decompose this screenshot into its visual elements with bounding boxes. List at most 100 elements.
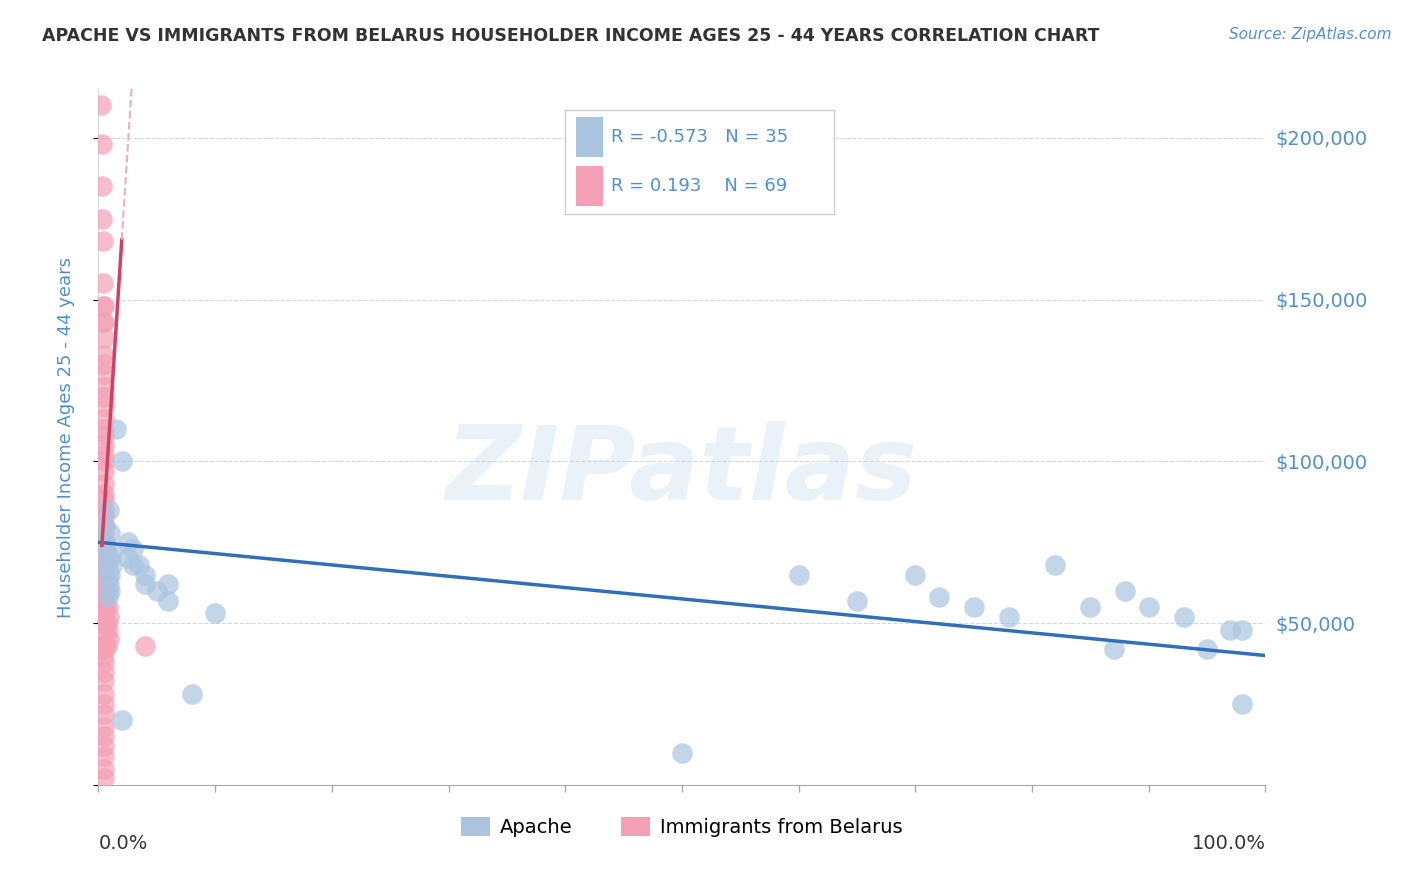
Point: [93, 616, 115, 631]
Point: [91, 648, 114, 663]
Point: [93, 464, 115, 478]
Point: [90, 211, 112, 226]
Point: [93, 567, 115, 582]
Point: [97, 609, 120, 624]
Point: [94, 519, 117, 533]
Point: [97, 599, 120, 614]
Point: [93, 739, 115, 753]
Point: [93, 551, 115, 566]
Point: [93, 525, 115, 540]
Point: [93, 748, 115, 763]
Point: [93, 367, 115, 381]
Point: [96, 616, 118, 631]
Point: [93, 639, 115, 653]
Point: [93, 380, 115, 394]
Point: [180, 687, 202, 701]
Point: [117, 551, 139, 566]
Point: [91, 299, 114, 313]
Point: [97, 567, 120, 582]
Point: [104, 422, 127, 436]
Point: [93, 706, 115, 721]
Point: [97, 503, 120, 517]
Point: [93, 762, 115, 776]
Point: [962, 599, 984, 614]
Point: [93, 574, 115, 588]
Point: [91, 315, 114, 329]
Text: ZIPatlas: ZIPatlas: [446, 421, 918, 523]
Point: [93, 400, 115, 414]
Point: [93, 558, 115, 572]
Text: Source: ZipAtlas.com: Source: ZipAtlas.com: [1229, 27, 1392, 42]
Point: [94, 535, 117, 549]
Point: [93, 609, 115, 624]
Y-axis label: Householder Income Ages 25 - 44 years: Householder Income Ages 25 - 44 years: [56, 257, 75, 617]
Point: [93, 357, 115, 371]
Point: [93, 599, 115, 614]
Point: [111, 454, 134, 468]
Point: [101, 545, 124, 559]
Point: [93, 535, 115, 549]
Point: [671, 746, 693, 760]
Point: [93, 493, 115, 508]
Point: [93, 535, 115, 549]
Point: [1080, 599, 1102, 614]
Point: [117, 535, 139, 549]
Point: [1114, 583, 1136, 598]
Point: [122, 558, 145, 572]
Point: [157, 593, 180, 607]
Point: [1102, 642, 1125, 657]
Point: [94, 639, 117, 653]
Point: [96, 639, 118, 653]
Point: [97, 577, 120, 591]
Point: [93, 772, 115, 786]
Point: [96, 558, 118, 572]
Point: [1045, 558, 1067, 572]
Point: [93, 730, 115, 744]
Point: [157, 577, 180, 591]
Point: [93, 509, 115, 524]
Point: [93, 428, 115, 442]
Point: [93, 347, 115, 361]
Point: [1230, 697, 1253, 711]
Point: [122, 541, 145, 556]
Point: [90, 98, 112, 112]
Text: APACHE VS IMMIGRANTS FROM BELARUS HOUSEHOLDER INCOME AGES 25 - 44 YEARS CORRELAT: APACHE VS IMMIGRANTS FROM BELARUS HOUSEH…: [42, 27, 1099, 45]
Point: [93, 448, 115, 462]
Point: [91, 277, 114, 291]
Point: [93, 720, 115, 734]
Point: [93, 655, 115, 669]
Point: [93, 331, 115, 345]
Point: [146, 583, 169, 598]
Point: [1137, 599, 1160, 614]
Point: [93, 477, 115, 491]
Point: [93, 519, 115, 533]
Point: [93, 687, 115, 701]
Point: [928, 591, 950, 605]
Point: [93, 623, 115, 637]
Point: [93, 503, 115, 517]
Point: [96, 583, 118, 598]
Point: [787, 567, 810, 582]
Point: [93, 583, 115, 598]
Point: [846, 593, 869, 607]
Point: [93, 422, 115, 436]
Point: [134, 567, 156, 582]
Point: [93, 390, 115, 404]
Point: [98, 551, 121, 566]
Point: [93, 486, 115, 500]
Point: [90, 137, 112, 152]
Point: [997, 609, 1019, 624]
Point: [98, 525, 121, 540]
Point: [128, 558, 150, 572]
Point: [101, 558, 124, 572]
Point: [1173, 609, 1195, 624]
Point: [97, 591, 120, 605]
Point: [93, 412, 115, 426]
Point: [93, 593, 115, 607]
Point: [93, 541, 115, 556]
Point: [97, 623, 120, 637]
Point: [93, 438, 115, 452]
Point: [93, 642, 115, 657]
Point: [94, 599, 117, 614]
Point: [90, 179, 112, 194]
